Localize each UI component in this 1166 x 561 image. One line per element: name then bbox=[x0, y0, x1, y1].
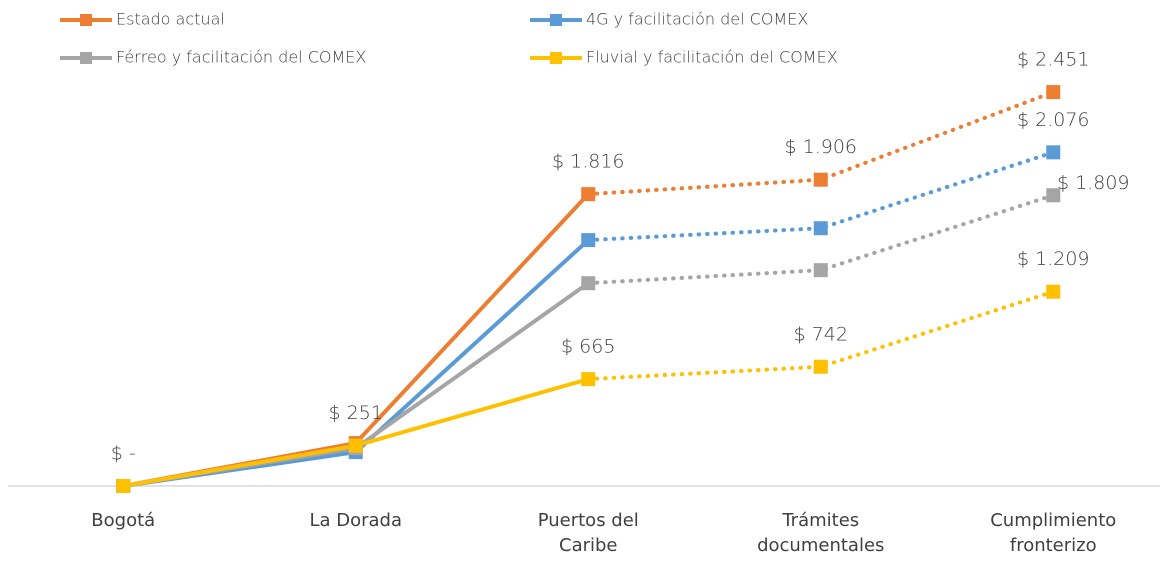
marker bbox=[813, 172, 828, 187]
marker bbox=[813, 221, 828, 236]
data-label: $ - bbox=[111, 443, 136, 465]
line-projected bbox=[586, 289, 1056, 382]
marker bbox=[581, 233, 596, 248]
line-projected bbox=[586, 150, 1056, 243]
marker bbox=[581, 276, 596, 291]
data-label: $ 1.809 bbox=[1057, 172, 1130, 194]
marker bbox=[116, 479, 131, 493]
marker bbox=[1046, 188, 1061, 203]
line-projected bbox=[586, 90, 1056, 197]
data-label: $ 1.906 bbox=[784, 136, 857, 158]
data-label: $ 665 bbox=[561, 336, 615, 358]
x-tick-label: La Dorada bbox=[309, 510, 403, 531]
legend-marker bbox=[80, 52, 92, 64]
data-label: $ 742 bbox=[794, 323, 848, 345]
marker bbox=[1046, 85, 1061, 100]
data-label: $ 2.451 bbox=[1017, 49, 1090, 71]
legend-marker bbox=[550, 14, 562, 26]
marker bbox=[348, 438, 363, 453]
marker bbox=[1046, 145, 1061, 160]
marker bbox=[1046, 284, 1061, 299]
legend-label: Estado actual bbox=[116, 10, 225, 29]
marker bbox=[813, 359, 828, 374]
legend-label: Fluvial y facilitación del COMEX bbox=[586, 48, 838, 67]
x-tick-label: Trámites documentales bbox=[757, 510, 885, 556]
data-label: $ 1.816 bbox=[552, 151, 625, 173]
x-tick-label: Cumplimiento fronterizo bbox=[990, 510, 1117, 556]
x-tick-label: Bogotá bbox=[91, 510, 156, 531]
marker bbox=[813, 263, 828, 278]
data-label: $ 2.076 bbox=[1017, 109, 1090, 131]
legend-marker bbox=[80, 14, 92, 26]
data-label: $ 1.209 bbox=[1017, 248, 1090, 270]
marker bbox=[581, 372, 596, 387]
line bbox=[121, 377, 591, 488]
legend-label: 4G y facilitación del COMEX bbox=[586, 10, 808, 29]
line-projected bbox=[586, 193, 1056, 286]
data-label: $ 251 bbox=[329, 402, 383, 424]
marker bbox=[581, 187, 596, 202]
legend-marker bbox=[550, 52, 562, 64]
x-tick-label: Puertos del Caribe bbox=[537, 510, 639, 556]
legend-label: Férreo y facilitación del COMEX bbox=[116, 48, 366, 67]
